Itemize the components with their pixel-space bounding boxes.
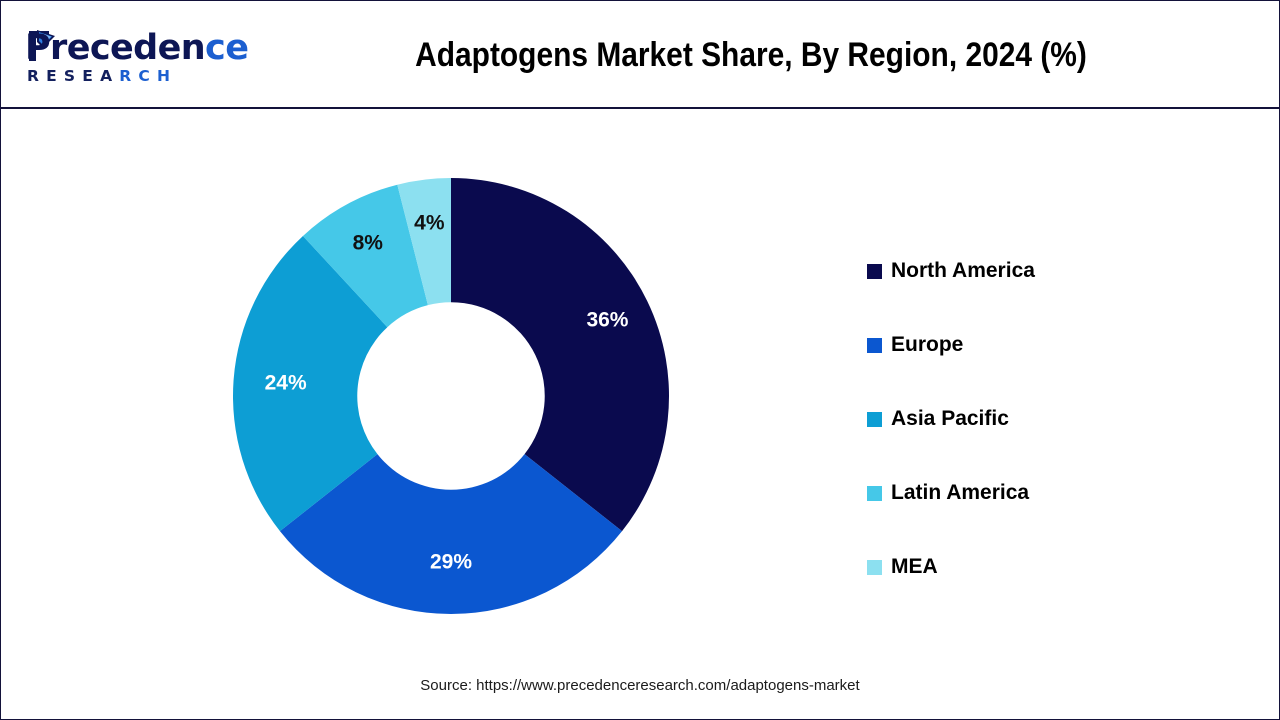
logo-subtitle: RESEARCH	[27, 67, 177, 85]
legend-label-1: Europe	[891, 333, 964, 356]
donut-chart: 36% 29% 24% 8% 4%	[233, 178, 669, 614]
logo-wordmark: Precedence	[25, 28, 249, 68]
legend-swatch-icon-4	[867, 559, 882, 575]
legend-item-2[interactable]: Asia Pacific	[867, 382, 1167, 456]
page-title: Adaptogens Market Share, By Region, 2024…	[415, 36, 1087, 74]
donut-label-europe: 29%	[430, 550, 472, 573]
donut-label-latin-america: 8%	[353, 231, 384, 254]
legend-swatch-icon-1	[867, 337, 882, 353]
donut-slice-mea[interactable]	[397, 178, 451, 306]
legend-label-3: Latin America	[891, 481, 1030, 504]
legend-label-0: North America	[891, 259, 1035, 282]
donut-label-north-america: 36%	[586, 309, 628, 332]
legend-item-3[interactable]: Latin America	[867, 456, 1167, 530]
legend-label-2: Asia Pacific	[891, 407, 1009, 430]
logo-wordmark-main: Preceden	[25, 28, 206, 68]
logo-subtitle-main: RESEA	[27, 67, 120, 85]
donut-label-asia-pacific: 24%	[265, 372, 307, 395]
page-header: Precedence RESEARCH Adaptogens Market Sh…	[1, 1, 1279, 109]
donut-slice-europe[interactable]	[279, 454, 623, 614]
precedence-research-logo: Precedence RESEARCH	[19, 28, 249, 86]
legend-swatch-icon-2	[867, 411, 882, 427]
chart-legend: North America Europe Asia Pacific Latin …	[867, 234, 1167, 604]
source-caption: Source: https://www.precedenceresearch.c…	[420, 677, 860, 694]
logo-subtitle-tail: RCH	[119, 67, 178, 85]
donut-slice-labels: 36% 29% 24% 8% 4%	[265, 211, 629, 573]
legend-swatch-icon-3	[867, 485, 882, 501]
donut-slice-north-america[interactable]	[451, 178, 669, 532]
chart-area: 36% 29% 24% 8% 4% North America Europe Asia …	[1, 109, 1279, 719]
precedence-arrow-mark	[29, 30, 55, 61]
logo-wordmark-tail: ce	[205, 28, 249, 68]
legend-item-4[interactable]: MEA	[867, 530, 1167, 604]
donut-slices	[233, 178, 669, 614]
donut-slice-asia-pacific[interactable]	[233, 235, 388, 532]
legend-label-4: MEA	[891, 555, 938, 578]
donut-slice-latin-america[interactable]	[302, 184, 428, 328]
legend-item-1[interactable]: Europe	[867, 308, 1167, 382]
legend-item-0[interactable]: North America	[867, 234, 1167, 308]
donut-chart-svg: 36% 29% 24% 8% 4%	[233, 178, 669, 614]
legend-swatch-icon-0	[867, 263, 882, 279]
donut-label-mea: 4%	[414, 211, 445, 234]
